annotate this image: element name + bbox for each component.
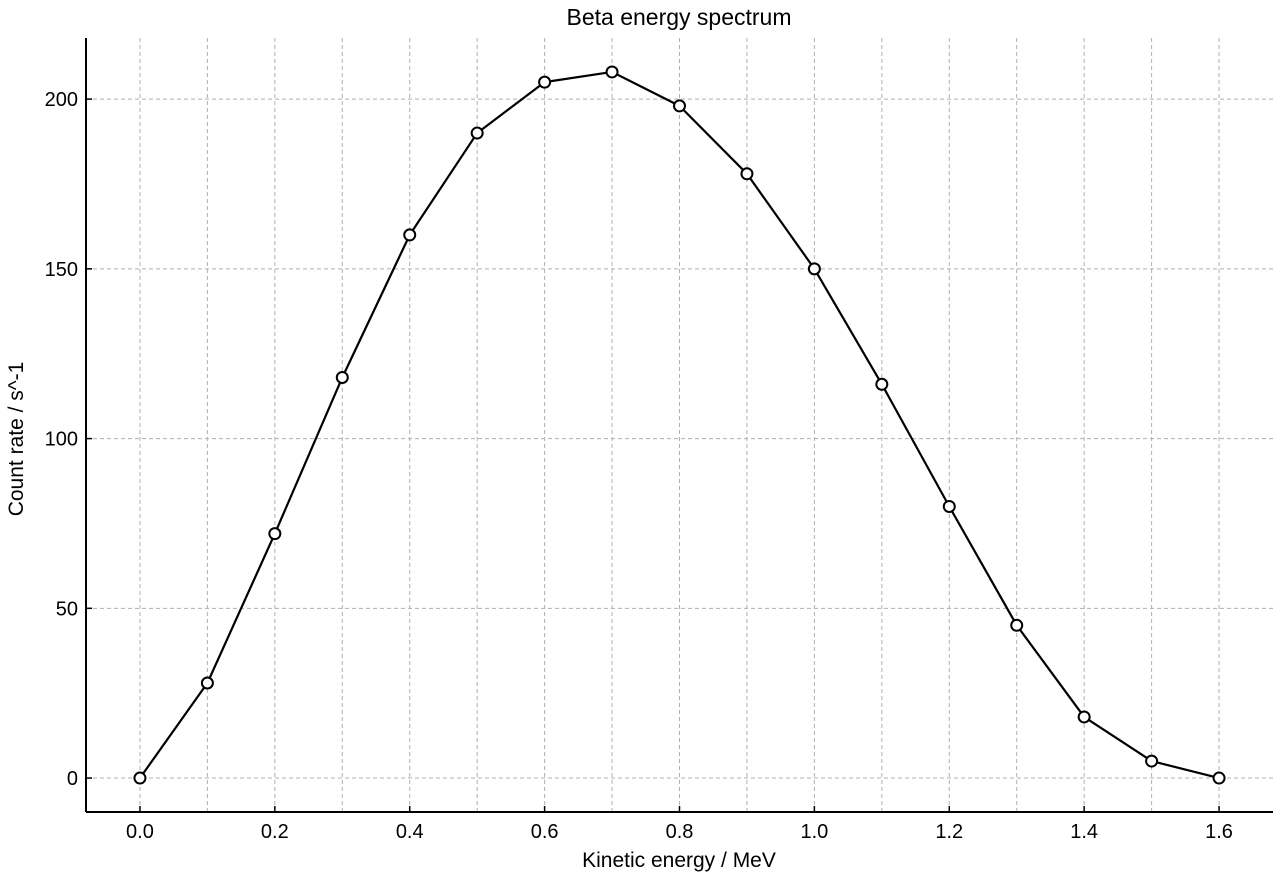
- x-tick-label: 0.8: [666, 821, 694, 843]
- x-tick-label: 0.6: [531, 821, 559, 843]
- data-point-marker: [942, 499, 956, 513]
- data-point-marker: [673, 99, 686, 113]
- x-tick-label: 1.0: [800, 821, 828, 843]
- data-point-marker: [875, 377, 889, 391]
- data-point-marker: [1010, 618, 1024, 632]
- data-point-marker: [605, 65, 619, 79]
- chart-title: Beta energy spectrum: [566, 4, 791, 30]
- data-point-marker: [133, 771, 147, 785]
- y-axis-label: Count rate / s^-1: [5, 362, 28, 517]
- axes-layer: 0.0 0.2 0.4 0.6 0.8 1.0 1.2 1.4 1.6 0 50 100 150 200: [45, 38, 1273, 843]
- x-axis-label: Kinetic energy / MeV: [582, 849, 776, 872]
- series-layer: [133, 65, 1226, 785]
- y-tick-label: 150: [45, 259, 78, 281]
- x-tick-label: 1.2: [935, 821, 963, 843]
- x-tick-label: 1.4: [1070, 821, 1098, 843]
- data-point-marker: [538, 75, 552, 89]
- data-point-marker: [1077, 710, 1091, 724]
- data-point-marker: [403, 228, 417, 242]
- y-tick-label: 50: [56, 598, 78, 620]
- data-point-marker: [807, 262, 821, 276]
- y-tick-label: 200: [45, 89, 78, 111]
- x-tick-label: 0.4: [396, 821, 424, 843]
- data-point-marker: [268, 527, 282, 541]
- y-tick-label: 0: [67, 768, 78, 790]
- data-point-marker: [740, 167, 754, 181]
- data-point-marker: [335, 370, 349, 384]
- data-point-marker: [470, 126, 484, 140]
- data-point-marker: [1212, 771, 1226, 785]
- data-point-marker: [1145, 754, 1159, 768]
- x-tick-label: 1.6: [1205, 821, 1233, 843]
- grid-layer: [86, 38, 1273, 812]
- x-tick-label: 0.2: [261, 821, 289, 843]
- y-tick-label: 100: [45, 429, 78, 451]
- data-point-marker: [200, 676, 214, 690]
- x-tick-label: 0.0: [126, 821, 154, 843]
